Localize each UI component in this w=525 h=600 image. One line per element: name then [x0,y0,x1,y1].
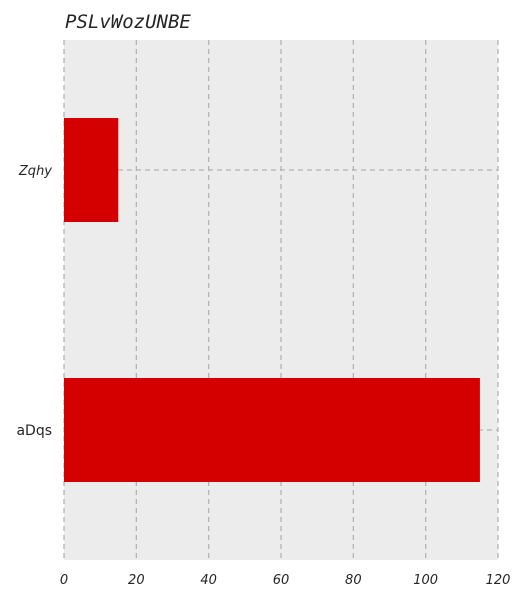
x-tick-label: 120 [486,573,511,588]
bar-zqhy [64,118,119,222]
bars [64,118,480,482]
x-tick-label: 20 [128,573,145,588]
y-tick-label: aDqs [16,423,52,439]
x-axis-ticks: 0 20 40 60 80 100 120 [60,573,511,588]
y-axis-ticks: Zqhy aDqs [16,164,52,439]
chart-title: PSLvWozUNBE [65,11,191,33]
x-tick-label: 40 [200,573,217,588]
bar-adqs [64,378,480,482]
x-tick-label: 60 [273,573,290,588]
x-tick-label: 0 [60,573,68,588]
x-tick-label: 80 [345,573,362,588]
x-tick-label: 100 [413,573,438,588]
y-tick-label: Zqhy [18,164,52,179]
